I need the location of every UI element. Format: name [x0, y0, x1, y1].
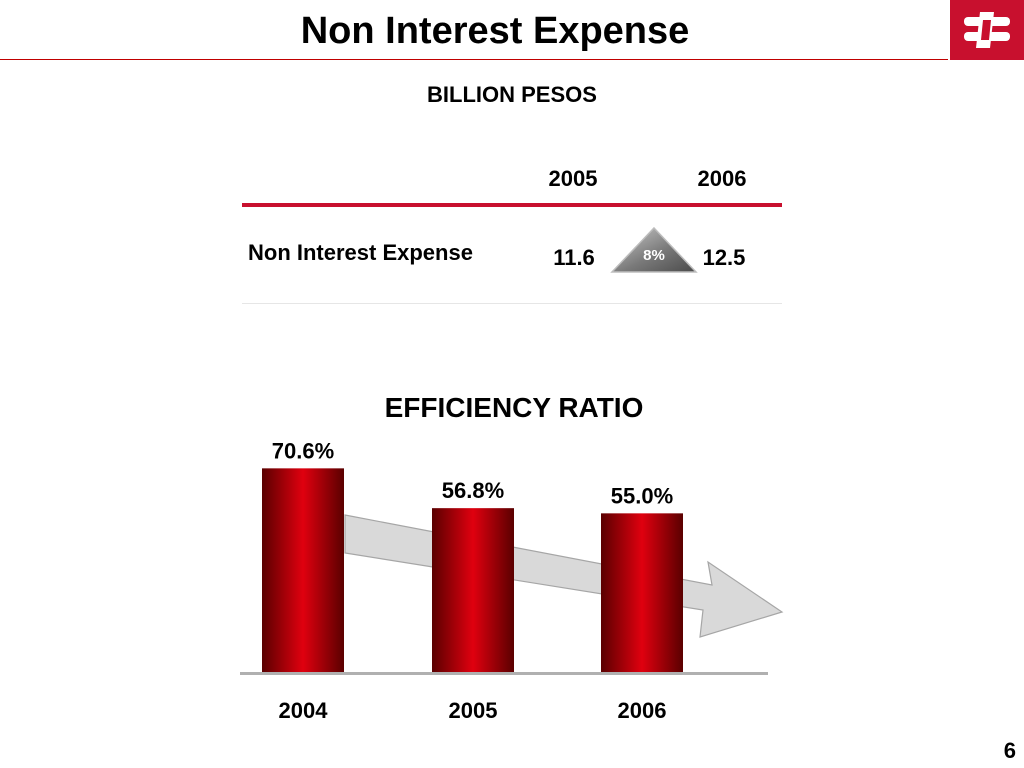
bank-logo-icon — [950, 0, 1024, 60]
table-year-header: 2006 — [697, 166, 747, 191]
bar-2006 — [601, 513, 683, 672]
table-bottom-divider — [242, 303, 782, 304]
table-row-label: Non Interest Expense — [248, 240, 473, 265]
table-year-header: 2005 — [548, 166, 598, 191]
table-header-divider — [242, 203, 782, 207]
bar-2005 — [432, 508, 514, 672]
data-label: 70.6% — [272, 440, 334, 463]
data-label: 55.0% — [611, 483, 673, 508]
change-triangle-icon — [610, 226, 698, 273]
x-tick-label: 2006 — [618, 698, 667, 723]
change-percent: 8% — [643, 247, 665, 264]
chart-title: EFFICIENCY RATIO — [384, 392, 644, 423]
efficiency-ratio-chart: 70.6% 2004 56.8% 2005 55.0% 2006 — [240, 440, 784, 723]
table-value-2006: 12.5 — [702, 245, 746, 270]
x-tick-label: 2004 — [279, 698, 329, 723]
bar-2004 — [262, 468, 344, 672]
x-tick-label: 2005 — [449, 698, 498, 723]
table-value-2005: 11.6 — [553, 245, 595, 270]
trend-arrow — [344, 514, 784, 638]
x-axis-line — [240, 672, 768, 675]
data-label: 56.8% — [442, 478, 504, 503]
page-number: 6 — [1003, 738, 1016, 763]
title-divider — [0, 59, 948, 60]
page-title: Non Interest Expense — [300, 10, 690, 52]
units-subtitle: BILLION PESOS — [427, 82, 597, 107]
